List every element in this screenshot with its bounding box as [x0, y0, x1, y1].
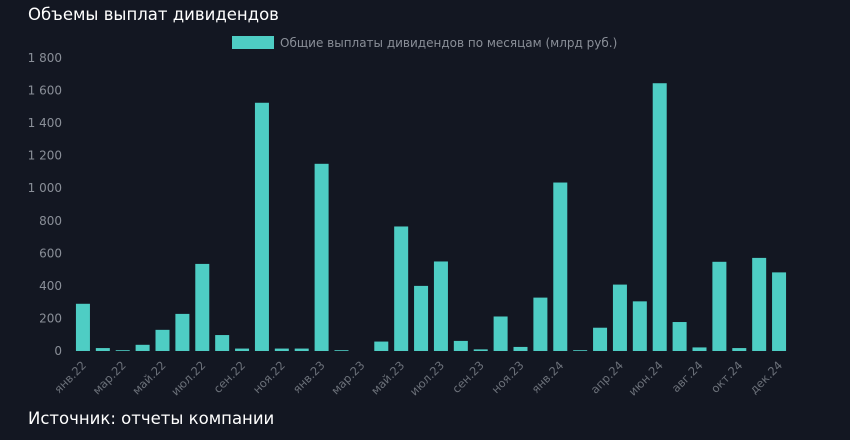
y-tick-label: 1 000: [28, 181, 62, 195]
y-tick-label: 600: [39, 246, 62, 260]
x-tick-label: апр.24: [588, 358, 626, 396]
bar-авг.22: [215, 335, 230, 351]
y-tick-label: 800: [39, 214, 62, 228]
bar-янв.22: [75, 303, 90, 351]
bar-фев.23: [334, 350, 349, 351]
y-tick-label: 0: [54, 344, 62, 358]
bar-июн.23: [414, 285, 429, 351]
bar-ноя.24: [752, 257, 767, 351]
bar-июн.22: [175, 313, 190, 351]
chart-title: Объемы выплат дивидендов: [28, 5, 279, 24]
bar-сен.22: [235, 348, 250, 351]
x-tick-label: май.22: [129, 358, 168, 397]
x-tick-label: янв.23: [290, 358, 328, 396]
bar-авг.23: [453, 340, 468, 351]
bar-янв.23: [314, 163, 329, 351]
legend-swatch: [232, 36, 274, 49]
x-tick-label: авг.24: [669, 358, 706, 395]
bar-июл.23: [433, 261, 448, 351]
bar-сен.23: [473, 349, 488, 351]
bar-авг.24: [692, 347, 707, 351]
y-tick-label: 400: [39, 279, 62, 293]
bar-ноя.22: [274, 348, 289, 351]
bar-ноя.23: [513, 346, 528, 351]
bar-дек.22: [294, 348, 309, 351]
y-tick-label: 1 600: [28, 84, 62, 98]
x-tick-label: июл.23: [407, 358, 447, 398]
bar-июл.24: [672, 322, 687, 351]
x-tick-label: июл.22: [168, 358, 208, 398]
x-tick-label: июн.24: [626, 358, 666, 398]
bar-апр.22: [135, 344, 150, 351]
y-axis-ticks: 0 200 400 600 800 1 000 1 200 1 400 1 600 1 800: [28, 51, 62, 358]
x-tick-label: дек.24: [747, 358, 785, 396]
x-tick-label: май.23: [368, 358, 407, 397]
bar-окт.23: [493, 316, 508, 351]
bar-фев.24: [573, 350, 588, 351]
bar-дек.23: [533, 297, 548, 351]
bar-мар.24: [593, 327, 608, 351]
y-tick-label: 1 400: [28, 116, 62, 130]
legend-label: Общие выплаты дивидендов по месяцам (млр…: [280, 36, 617, 50]
x-tick-label: янв.24: [529, 358, 567, 396]
legend: Общие выплаты дивидендов по месяцам (млр…: [232, 36, 617, 50]
bar-май.22: [155, 329, 170, 351]
bar-апр.23: [374, 341, 389, 351]
x-axis-ticks: янв.22 мар.22 май.22 июл.22 сен.22 ноя.22 янв.…: [51, 358, 785, 398]
y-tick-label: 1 200: [28, 149, 62, 163]
bar-апр.24: [612, 284, 627, 351]
x-tick-label: ноя.23: [489, 358, 527, 396]
x-tick-label: сен.23: [449, 358, 487, 396]
bar-окт.24: [732, 348, 747, 351]
bars: [75, 83, 787, 351]
y-tick-label: 200: [39, 311, 62, 325]
x-tick-label: сен.22: [211, 358, 249, 396]
bar-май.24: [632, 301, 647, 351]
bar-май.23: [394, 226, 409, 351]
x-tick-label: окт.24: [708, 358, 745, 395]
source-note: Источник: отчеты компании: [28, 409, 275, 428]
bar-мар.22: [115, 350, 130, 351]
x-tick-label: ноя.22: [250, 358, 288, 396]
x-tick-label: мар.23: [328, 358, 367, 397]
y-tick-label: 1 800: [28, 51, 62, 65]
bar-окт.22: [254, 102, 269, 351]
bar-дек.24: [772, 272, 787, 351]
bar-июл.22: [195, 263, 210, 351]
x-tick-label: мар.22: [90, 358, 129, 397]
bar-янв.24: [553, 182, 568, 351]
bar-фев.22: [95, 348, 110, 351]
bar-июн.24: [652, 83, 667, 351]
x-tick-label: янв.22: [51, 358, 89, 396]
bar-сен.24: [712, 261, 727, 351]
